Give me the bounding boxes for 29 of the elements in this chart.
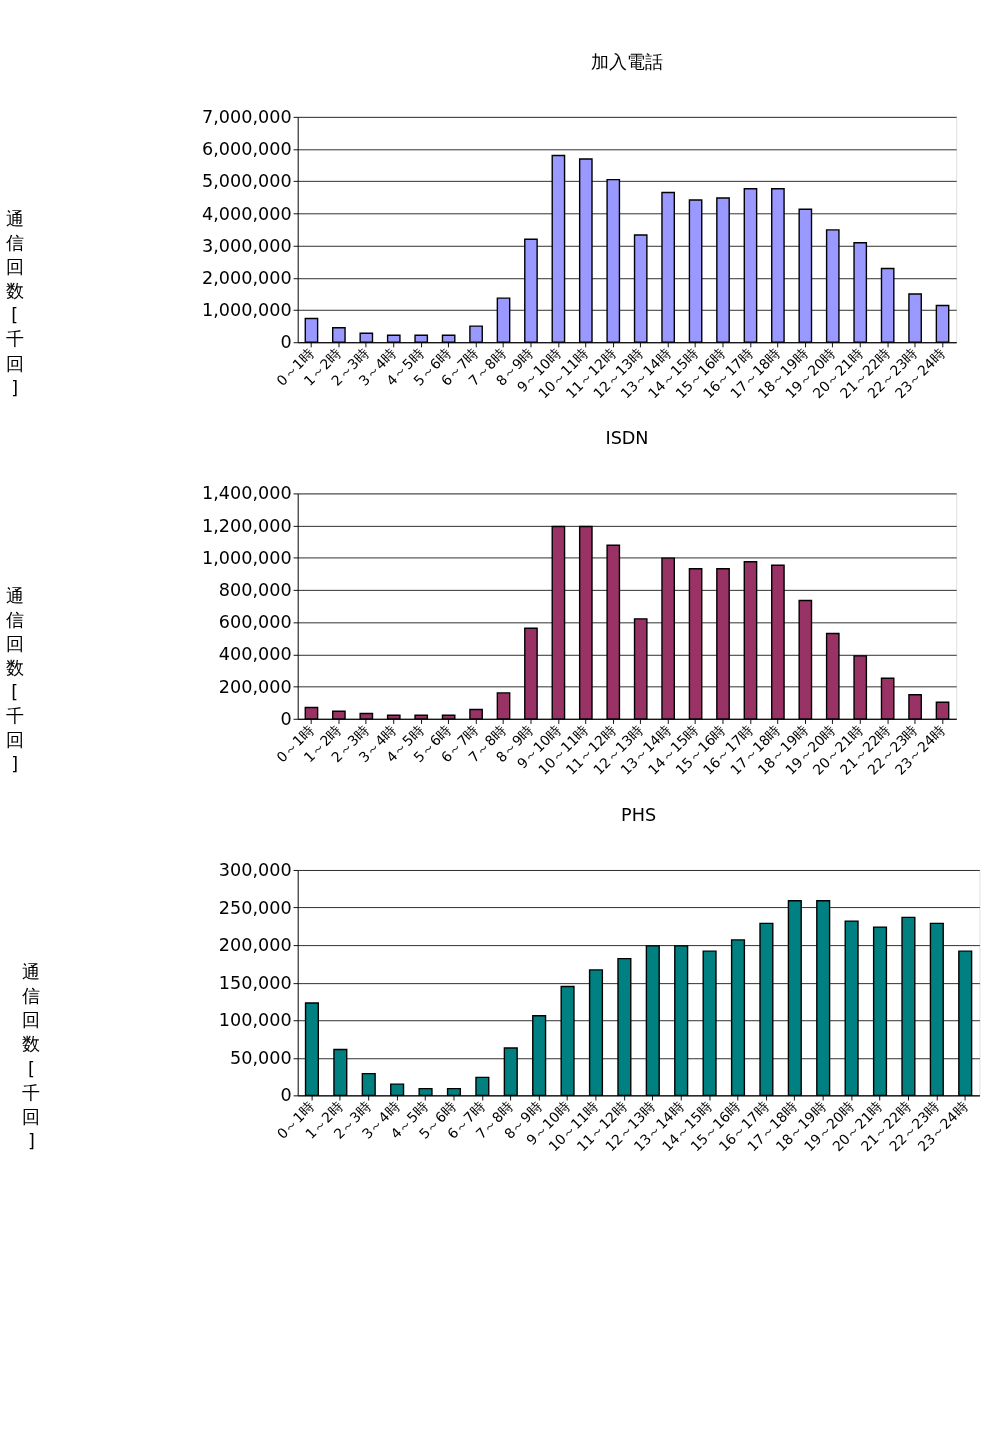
- y-tick-label: 600,000: [218, 612, 292, 633]
- y-tick-label: 1,000,000: [202, 300, 292, 321]
- y-tick-label: 150,000: [218, 972, 292, 993]
- y-tick-label: 0: [280, 1085, 292, 1106]
- y-tick-label: 400,000: [218, 644, 292, 665]
- y-tick-label: 3,000,000: [202, 235, 292, 256]
- y-tick-label: 4,000,000: [202, 203, 292, 224]
- chart-title: 加入電話: [590, 51, 663, 72]
- chart-title: ISDN: [605, 428, 649, 449]
- y-tick-label: 800,000: [218, 580, 292, 601]
- y-tick-label: 0: [280, 332, 292, 353]
- y-tick-label: 1,000,000: [202, 547, 292, 568]
- y-axis-title: 通信回数[千回]: [5, 585, 24, 775]
- y-tick-label: 50,000: [230, 1047, 292, 1068]
- y-tick-label: 1,200,000: [202, 515, 292, 536]
- y-axis-title: 通信回数[千回]: [5, 208, 24, 398]
- y-tick-label: 300,000: [218, 860, 292, 881]
- y-tick-label: 7,000,000: [202, 106, 292, 127]
- y-tick-label: 250,000: [218, 897, 292, 918]
- y-tick-label: 100,000: [218, 1010, 292, 1031]
- y-tick-label: 200,000: [218, 676, 292, 697]
- y-tick-label: 2,000,000: [202, 267, 292, 288]
- y-tick-label: 200,000: [218, 935, 292, 956]
- y-tick-label: 5,000,000: [202, 171, 292, 192]
- y-tick-label: 0: [280, 708, 292, 729]
- y-tick-label: 6,000,000: [202, 139, 292, 160]
- chart-title: PHS: [621, 804, 657, 825]
- y-axis-title: 通信回数[千回]: [22, 962, 41, 1151]
- y-tick-label: 1,400,000: [202, 483, 292, 504]
